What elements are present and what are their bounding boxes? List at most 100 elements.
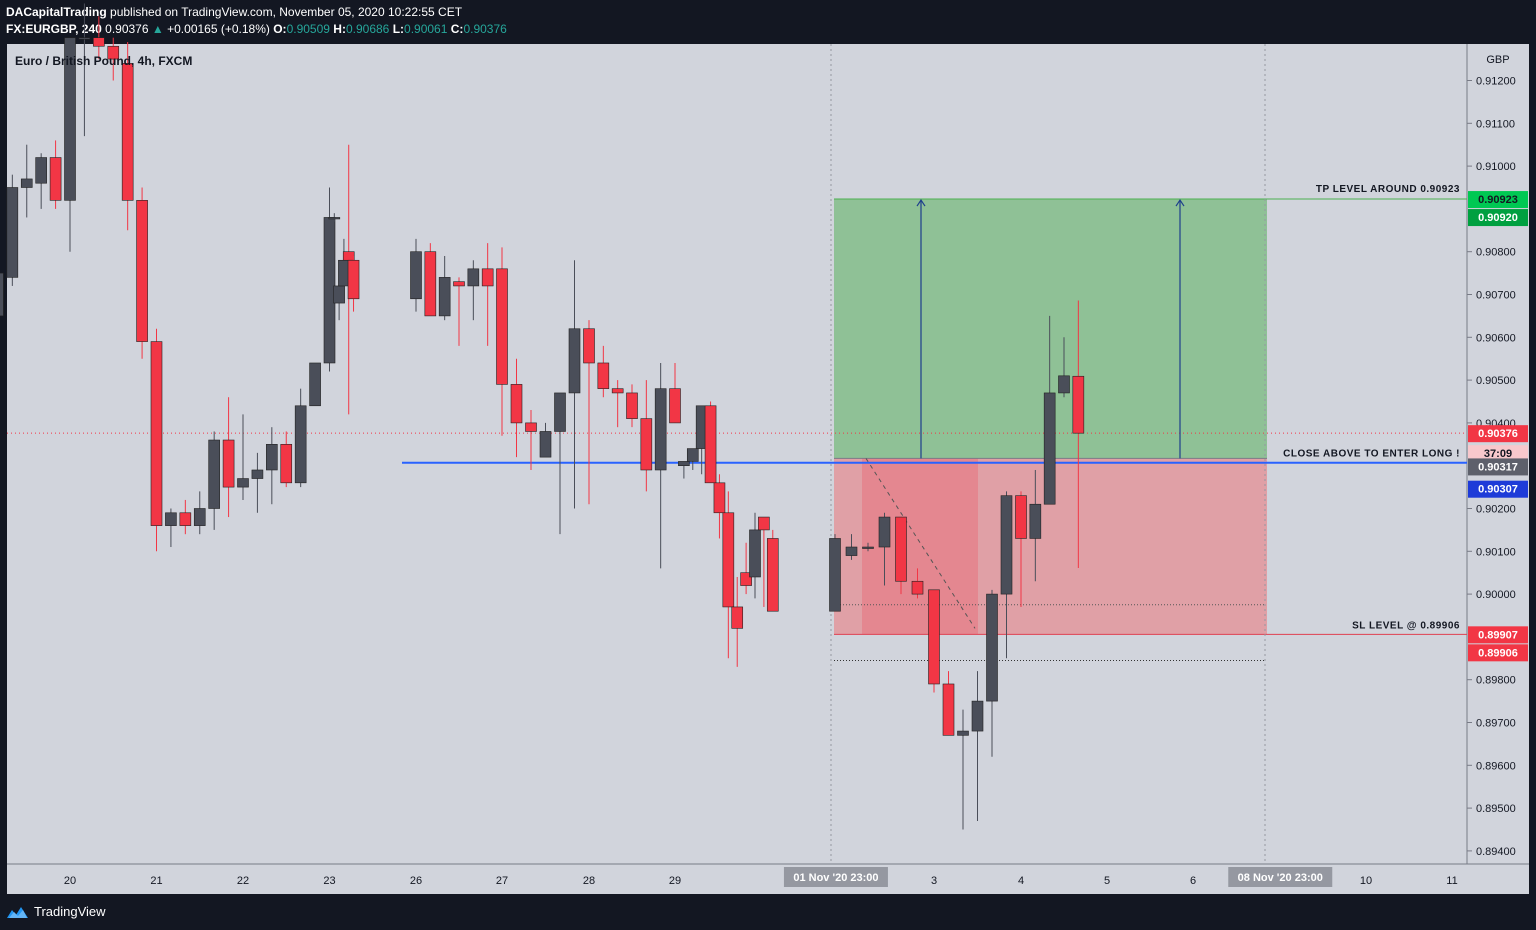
author-name[interactable]: DACapitalTrading (6, 5, 107, 19)
y-tick-label: 0.89800 (1476, 675, 1516, 687)
candle[interactable] (986, 589, 998, 757)
candle[interactable] (136, 187, 148, 359)
candle[interactable] (554, 392, 566, 535)
candle[interactable] (669, 362, 681, 424)
candle[interactable] (179, 499, 192, 535)
y-tick-label: 0.90500 (1476, 375, 1516, 387)
symbol-name[interactable]: FX:EURGBP, 240 (6, 22, 102, 36)
candle-body (686, 448, 699, 462)
arrow-head-icon (916, 198, 926, 207)
candle-body (895, 516, 907, 582)
candle[interactable] (740, 542, 752, 595)
x-tick-label: 10 (1360, 875, 1372, 887)
candle[interactable] (597, 345, 610, 398)
chart-area[interactable]: TP LEVEL AROUND 0.90923 CLOSE ABOVE TO EN… (0, 0, 1536, 894)
candle[interactable] (1043, 315, 1056, 505)
candle[interactable] (971, 671, 984, 821)
candle[interactable] (481, 243, 494, 346)
candle[interactable] (1015, 491, 1027, 607)
candle[interactable] (626, 384, 638, 428)
candle-body (309, 362, 321, 407)
candle[interactable] (222, 397, 235, 518)
candle[interactable] (438, 255, 451, 321)
candle[interactable] (928, 589, 940, 693)
candle[interactable] (107, 37, 120, 81)
candle-body (294, 405, 307, 484)
candle[interactable] (829, 534, 841, 612)
time-range-marker (783, 867, 888, 887)
open-label: O: (273, 22, 287, 36)
candle-body (49, 157, 62, 201)
candle[interactable] (20, 144, 33, 218)
candle[interactable] (942, 671, 955, 736)
candle[interactable] (654, 362, 667, 569)
candle[interactable] (1072, 300, 1085, 568)
candle[interactable] (713, 474, 726, 539)
candle[interactable] (911, 568, 924, 599)
candle[interactable] (1058, 337, 1070, 398)
candle-body (342, 251, 355, 261)
candle[interactable] (895, 516, 907, 595)
candle[interactable] (704, 401, 717, 484)
candle-body (410, 251, 422, 300)
candle[interactable] (686, 448, 699, 470)
y-tick-label: 0.89700 (1476, 718, 1516, 730)
price-tag (1468, 644, 1528, 662)
close-label: C: (450, 22, 464, 36)
candle[interactable] (678, 461, 690, 479)
candle[interactable] (309, 362, 321, 407)
currency-label: GBP (1486, 54, 1509, 66)
candle[interactable] (208, 431, 220, 530)
candle[interactable] (731, 576, 744, 667)
candle[interactable] (49, 140, 62, 209)
candle[interactable] (583, 320, 595, 505)
candle[interactable] (347, 255, 360, 312)
candle-body (957, 730, 969, 736)
candle[interactable] (749, 512, 761, 599)
candle[interactable] (878, 512, 891, 586)
candle[interactable] (251, 452, 264, 513)
candle[interactable] (496, 247, 508, 436)
candle[interactable] (35, 153, 47, 209)
candle[interactable] (424, 243, 437, 317)
candle[interactable] (410, 238, 422, 312)
candle[interactable] (78, 3, 91, 137)
y-tick-label: 0.89400 (1476, 846, 1516, 858)
candle[interactable] (6, 174, 19, 286)
candle[interactable] (1000, 491, 1013, 659)
candle[interactable] (722, 491, 735, 659)
low-label: L: (392, 22, 405, 36)
candle[interactable] (758, 516, 770, 607)
tradingview-brand[interactable]: TradingView (34, 904, 106, 919)
candle[interactable] (328, 213, 341, 222)
candle[interactable] (0, 243, 4, 389)
candle[interactable] (510, 358, 523, 458)
candle[interactable] (845, 534, 858, 560)
candle[interactable] (237, 414, 249, 500)
candle-body (6, 187, 19, 278)
candle[interactable] (525, 410, 537, 470)
candle[interactable] (280, 431, 293, 488)
candle[interactable] (64, 37, 76, 252)
candle[interactable] (150, 328, 163, 552)
candle[interactable] (294, 388, 307, 488)
tradingview-logo-icon[interactable] (6, 904, 30, 920)
candle[interactable] (766, 529, 779, 612)
candle[interactable] (862, 542, 874, 552)
candle[interactable] (611, 380, 624, 428)
candle[interactable] (93, 16, 105, 60)
candle[interactable] (957, 709, 969, 830)
candle[interactable] (266, 427, 278, 505)
x-tick-label: 5 (1104, 875, 1110, 887)
candle[interactable] (568, 260, 581, 509)
candle[interactable] (467, 260, 480, 321)
candle-body (1015, 495, 1027, 539)
candle[interactable] (1029, 469, 1042, 582)
publish-line: DACapitalTrading published on TradingVie… (6, 5, 462, 19)
candle[interactable] (193, 491, 206, 535)
candle[interactable] (121, 41, 134, 231)
candle[interactable] (539, 422, 552, 458)
candle[interactable] (453, 277, 465, 346)
candle[interactable] (640, 380, 653, 492)
candle[interactable] (165, 508, 177, 548)
